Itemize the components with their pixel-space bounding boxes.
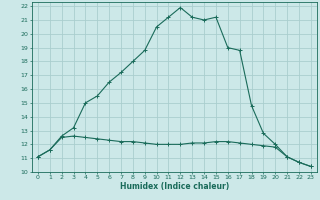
X-axis label: Humidex (Indice chaleur): Humidex (Indice chaleur) [120, 182, 229, 191]
